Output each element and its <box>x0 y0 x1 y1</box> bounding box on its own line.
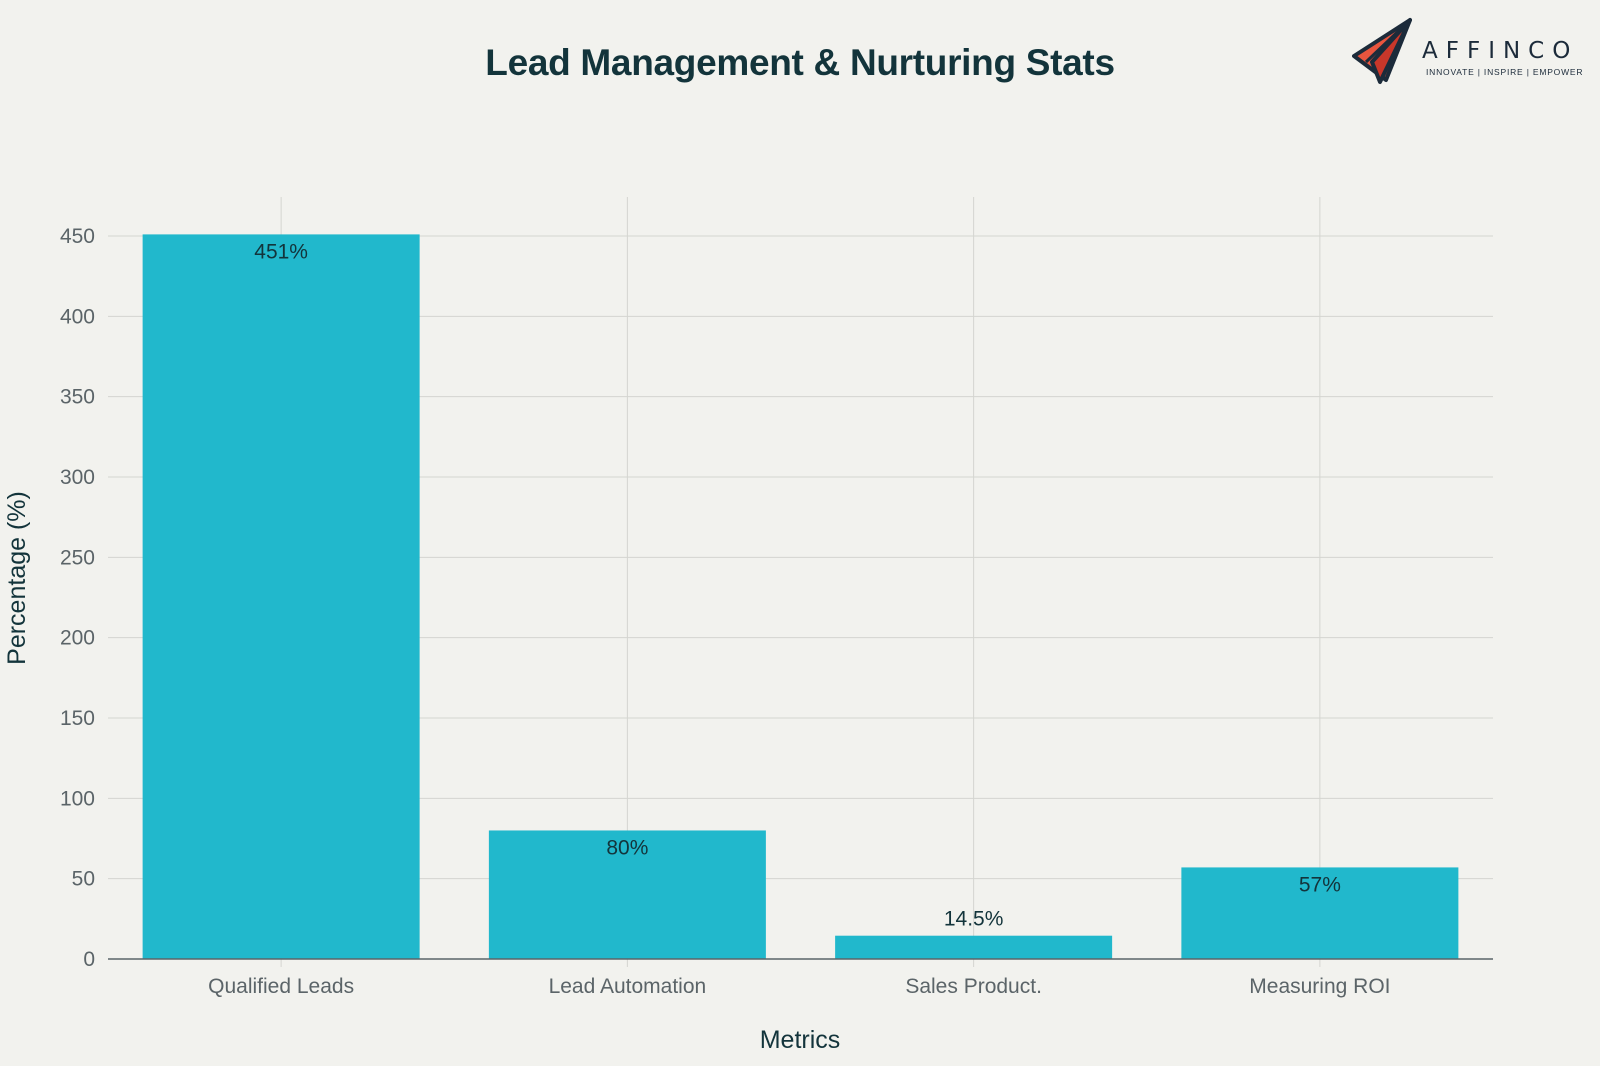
x-tick-label: Qualified Leads <box>208 975 354 998</box>
y-tick-label: 50 <box>72 868 95 891</box>
logo-tagline: INNOVATE | INSPIRE | EMPOWER <box>1426 67 1584 77</box>
y-tick-label: 100 <box>60 787 95 810</box>
bar <box>142 234 420 960</box>
logo-brand-text: AFFINCO <box>1422 38 1579 64</box>
y-tick-label: 250 <box>60 546 95 569</box>
y-axis-title: Percentage (%) <box>3 491 31 665</box>
y-tick-label: 400 <box>60 305 95 328</box>
y-tick-label: 200 <box>60 627 95 650</box>
x-tick-label: Measuring ROI <box>1249 975 1390 998</box>
bar <box>835 935 1113 959</box>
x-tick-label: Sales Product. <box>905 975 1042 998</box>
bar-data-label: 57% <box>1299 873 1341 896</box>
paper-plane-icon <box>1352 18 1412 84</box>
y-tick-label: 350 <box>60 386 95 409</box>
y-tick-label: 300 <box>60 466 95 489</box>
y-tick-label: 150 <box>60 707 95 730</box>
bar-data-label: 451% <box>254 240 308 263</box>
affinco-logo: AFFINCO INNOVATE | INSPIRE | EMPOWER <box>1352 16 1592 88</box>
bar <box>1181 867 1459 959</box>
bar-data-label: 80% <box>606 836 648 859</box>
bars: 451% 80% 14.5% 57% <box>142 234 1459 960</box>
chart-title: Lead Management & Nurturing Stats <box>485 42 1115 83</box>
bar <box>488 830 766 959</box>
y-tick-label: 0 <box>83 948 95 971</box>
axes: 0 50 100 150 200 250 300 350 400 450 Qualified Lea… <box>60 225 1493 998</box>
x-axis-title: Metrics <box>760 1026 841 1054</box>
y-tick-label: 450 <box>60 225 95 248</box>
bar-data-label: 14.5% <box>944 908 1004 931</box>
x-tick-label: Lead Automation <box>549 975 707 998</box>
